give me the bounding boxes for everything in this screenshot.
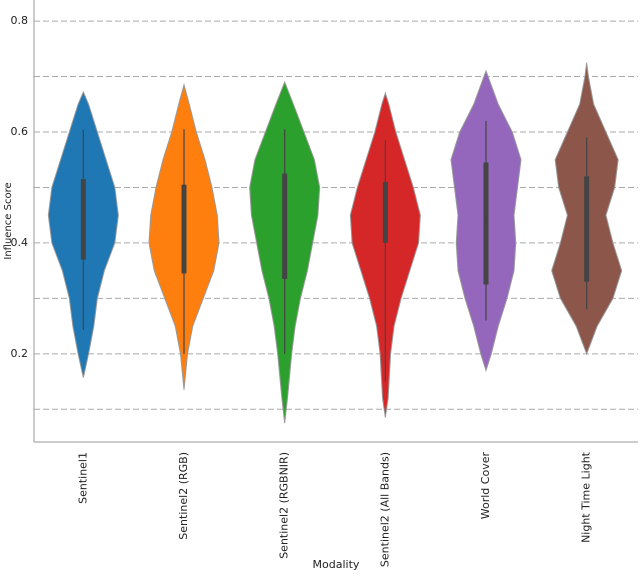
y-tick-label: 0.4 [11,236,29,249]
box [584,176,590,282]
x-tick-label: Sentinel2 (RGB) [177,452,190,540]
box [181,184,187,274]
x-tick-label: World Cover [479,452,492,520]
box [382,181,388,243]
box [483,162,489,285]
y-tick-label: 0.8 [11,14,29,27]
x-axis-label: Modality [313,558,360,571]
median [484,219,488,223]
y-tick-label: 0.6 [11,125,29,138]
x-tick-label: Sentinel2 (All Bands) [378,452,391,567]
y-axis-label: Influence Score [3,182,14,259]
box [80,179,86,260]
median [81,224,85,228]
x-tick-label: Sentinel1 [76,452,89,504]
box [282,173,288,279]
median [383,216,387,220]
x-tick-label: Sentinel2 (RGBNIR) [278,452,291,559]
median [283,219,287,223]
x-tick-label: Night Time Light [580,451,593,543]
median [182,230,186,234]
median [585,224,589,228]
y-tick-label: 0.2 [11,347,29,360]
